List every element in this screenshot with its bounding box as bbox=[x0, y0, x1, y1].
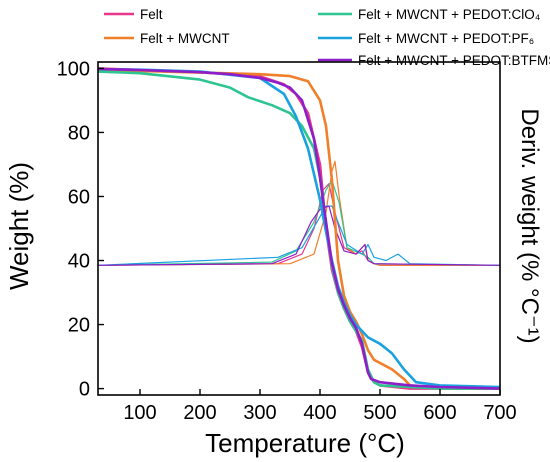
x-tick-label: 500 bbox=[363, 402, 396, 424]
series-line-0 bbox=[98, 67, 500, 390]
series-line-4 bbox=[98, 67, 500, 390]
y2-axis-label: Deriv. weight (% °C⁻¹) bbox=[516, 108, 543, 343]
y-tick-label: 100 bbox=[57, 58, 90, 80]
y-tick-label: 80 bbox=[68, 122, 90, 144]
deriv-line-1 bbox=[98, 160, 500, 266]
legend-label-2: Felt + MWCNT + PEDOT:ClO₄ bbox=[358, 7, 540, 22]
y-tick-label: 40 bbox=[68, 251, 90, 273]
y-axis-label: Weight (%) bbox=[4, 162, 34, 290]
legend-label-1: Felt + MWCNT bbox=[140, 31, 230, 46]
legend-label-0: Felt bbox=[140, 7, 163, 22]
x-tick-label: 700 bbox=[483, 402, 516, 424]
series-line-1 bbox=[98, 68, 500, 390]
legend: Felt Felt + MWCNT Felt + MWCNT + PEDOT:ClO… bbox=[104, 7, 550, 68]
x-tick-label: 100 bbox=[123, 402, 156, 424]
plot-area bbox=[98, 67, 500, 390]
axes: 100 200 300 400 500 600 700 0 20 40 60 80 100 bbox=[57, 58, 517, 424]
legend-label-4: Felt + MWCNT + PEDOT:BTFMSI bbox=[358, 53, 550, 68]
plot-frame bbox=[97, 61, 501, 396]
y-tick-label: 20 bbox=[68, 315, 90, 337]
x-tick-label: 600 bbox=[423, 402, 456, 424]
y-tick-label: 0 bbox=[79, 379, 90, 401]
x-tick-label: 300 bbox=[243, 402, 276, 424]
deriv-line-0 bbox=[98, 183, 500, 266]
legend-label-3: Felt + MWCNT + PEDOT:PF₆ bbox=[358, 31, 534, 46]
series-line-2 bbox=[98, 70, 500, 390]
deriv-line-3 bbox=[98, 205, 500, 266]
x-tick-label: 200 bbox=[183, 402, 216, 424]
x-tick-label: 400 bbox=[303, 402, 336, 424]
y-tick-label: 60 bbox=[68, 186, 90, 208]
series-line-3 bbox=[98, 67, 500, 389]
x-axis-label: Temperature (°C) bbox=[205, 428, 405, 458]
deriv-line-4 bbox=[98, 205, 500, 266]
deriv-line-2 bbox=[98, 179, 500, 266]
